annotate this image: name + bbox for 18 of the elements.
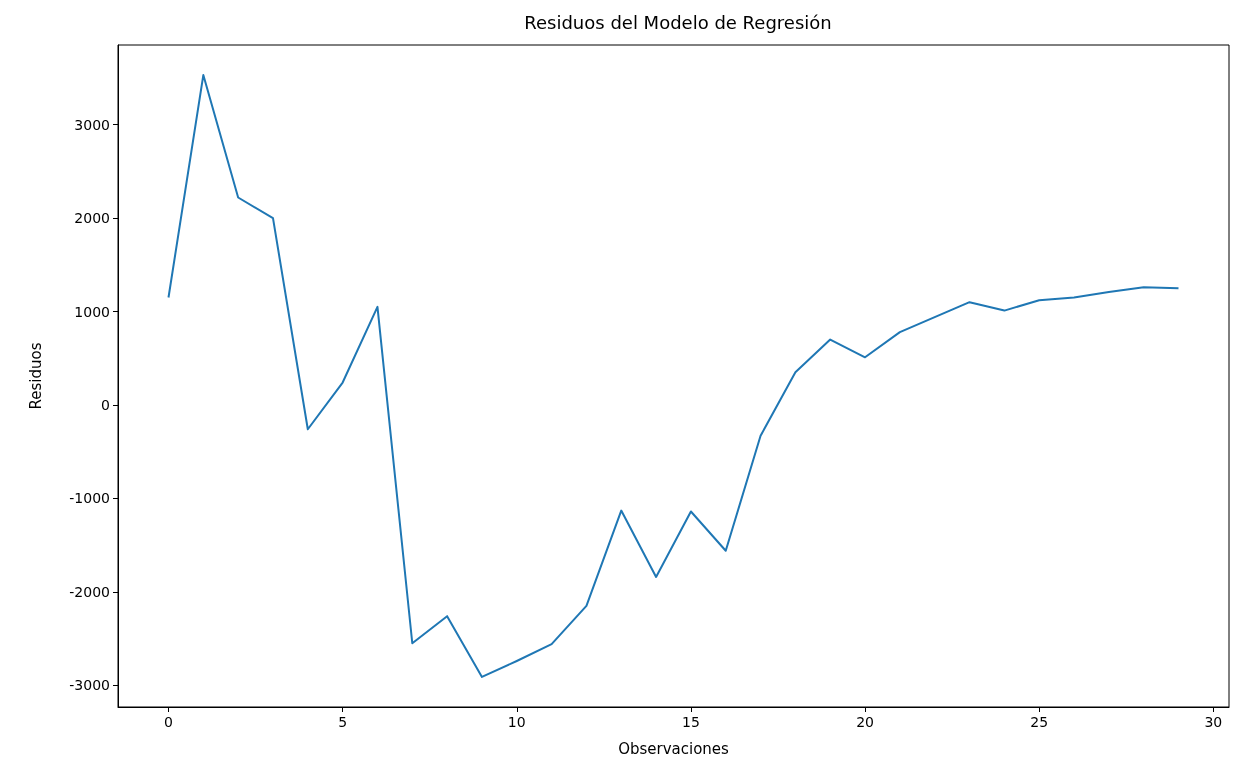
x-tick-label: 25 — [1030, 714, 1049, 730]
x-tick-label: 10 — [507, 714, 526, 730]
y-tick-label: 3000 — [74, 116, 110, 133]
x-tick-label: 0 — [164, 714, 173, 730]
y-tick-label: -3000 — [69, 677, 110, 694]
y-tick-label: 0 — [101, 396, 110, 413]
y-tick-label: -2000 — [69, 583, 110, 600]
line-series — [167, 74, 1180, 678]
x-tick-label: 15 — [682, 714, 700, 730]
y-tick-label: 2000 — [74, 210, 110, 227]
x-tick-label: 20 — [856, 714, 874, 730]
chart-title: Residuos del Modelo de Regresión — [524, 11, 832, 33]
y-tick-label: 1000 — [74, 303, 110, 320]
x-tick-label: 30 — [1204, 714, 1223, 730]
x-tick-label: 5 — [338, 714, 348, 730]
y-tick-label: -1000 — [69, 490, 110, 507]
y-axis-title: Residuos — [26, 342, 45, 410]
x-axis-title: Observaciones — [618, 739, 730, 758]
